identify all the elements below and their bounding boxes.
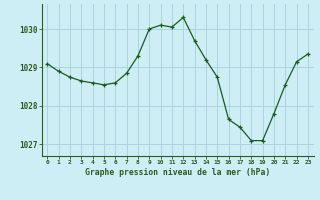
X-axis label: Graphe pression niveau de la mer (hPa): Graphe pression niveau de la mer (hPa) [85,168,270,177]
